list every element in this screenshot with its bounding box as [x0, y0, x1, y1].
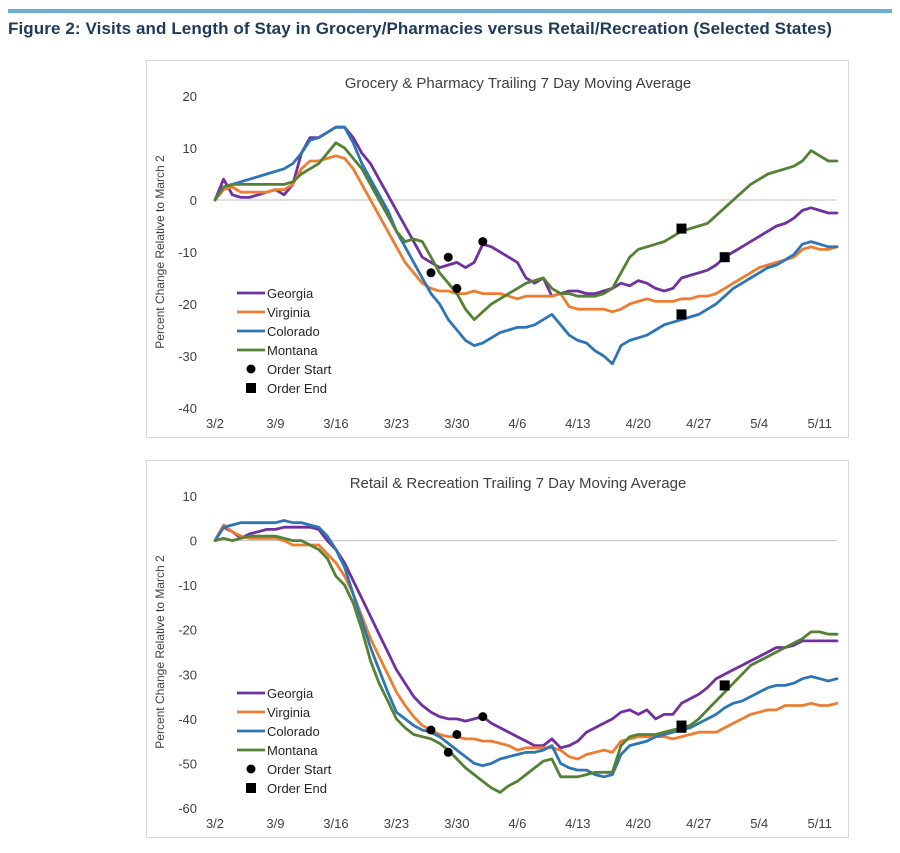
retail-legend-montana-label: Montana — [267, 743, 318, 758]
grocery-order-start-georgia-marker — [478, 237, 488, 247]
grocery-xtick-label: 4/13 — [565, 416, 590, 431]
retail-ytick-label: -40 — [178, 712, 197, 727]
grocery-series-georgia-line — [213, 125, 839, 298]
retail-xtick-label: 4/6 — [508, 816, 526, 831]
retail-series-colorado-line — [213, 519, 839, 779]
grocery-series-virginia-line — [213, 154, 839, 314]
grocery-legend-colorado-label: Colorado — [267, 324, 320, 339]
retail-xtick-label: 3/2 — [206, 816, 224, 831]
retail-xtick-label: 5/4 — [750, 816, 768, 831]
retail-legend-colorado-label: Colorado — [267, 724, 320, 739]
retail-recreation-chart-svg: Retail & Recreation Trailing 7 Day Movin… — [153, 475, 839, 831]
retail-order-start-georgia-marker — [478, 712, 488, 722]
retail-order-start-montana-marker — [452, 729, 462, 739]
retail-legend-order-end-swatch — [246, 783, 256, 793]
grocery-ytick-label: -30 — [178, 349, 197, 364]
grocery-pharmacy-chart: Grocery & Pharmacy Trailing 7 Day Moving… — [146, 60, 849, 438]
retail-xtick-label: 3/9 — [266, 816, 284, 831]
retail-recreation-chart: Retail & Recreation Trailing 7 Day Movin… — [146, 460, 849, 838]
grocery-legend-virginia-label: Virginia — [267, 305, 311, 320]
retail-order-end-georgia-marker — [719, 680, 730, 691]
grocery-pharmacy-chart-svg: Grocery & Pharmacy Trailing 7 Day Moving… — [153, 75, 839, 431]
retail-ytick-label: 10 — [183, 489, 197, 504]
grocery-series-colorado-line — [213, 125, 839, 366]
figure-accent-bar — [8, 9, 892, 13]
retail-legend-order-end-label: Order End — [267, 781, 327, 796]
grocery-title: Grocery & Pharmacy Trailing 7 Day Moving… — [345, 75, 692, 92]
retail-ytick-label: -20 — [178, 623, 197, 638]
grocery-legend-order-start-swatch — [246, 364, 256, 374]
grocery-ytick-label: 10 — [183, 141, 197, 156]
retail-ytick-label: -50 — [178, 756, 197, 771]
grocery-order-end-georgia-marker — [719, 252, 730, 263]
retail-series-georgia-line — [213, 525, 839, 750]
retail-ytick-label: -10 — [178, 578, 197, 593]
grocery-legend-order-start-label: Order Start — [267, 362, 332, 377]
grocery-ytick-label: 0 — [190, 193, 197, 208]
retail-legend-virginia-label: Virginia — [267, 705, 311, 720]
grocery-ytick-label: 20 — [183, 89, 197, 104]
figure-title: Figure 2: Visits and Length of Stay in G… — [8, 19, 833, 38]
grocery-xtick-label: 4/6 — [508, 416, 526, 431]
retail-title: Retail & Recreation Trailing 7 Day Movin… — [350, 475, 687, 492]
grocery-xtick-label: 3/2 — [206, 416, 224, 431]
grocery-order-start-virginia-marker — [426, 268, 436, 278]
grocery-legend-order-end-label: Order End — [267, 381, 327, 396]
grocery-legend-montana-label: Montana — [267, 343, 318, 358]
grocery-xtick-label: 4/20 — [626, 416, 651, 431]
retail-xtick-label: 3/30 — [444, 816, 469, 831]
grocery-order-start-montana-marker — [452, 283, 462, 293]
retail-ytick-label: -60 — [178, 801, 197, 816]
retail-order-start-colorado-marker — [443, 747, 453, 757]
grocery-order-start-colorado-marker — [443, 252, 453, 262]
retail-ylabel: Percent Change Relative to March 2 — [153, 555, 167, 749]
retail-xtick-label: 4/20 — [626, 816, 651, 831]
retail-xtick-label: 3/16 — [323, 816, 348, 831]
grocery-ytick-label: -20 — [178, 297, 197, 312]
grocery-order-end-montana-marker — [676, 223, 687, 234]
retail-series-virginia-line — [213, 523, 839, 761]
grocery-xtick-label: 3/9 — [266, 416, 284, 431]
retail-xtick-label: 3/23 — [384, 816, 409, 831]
grocery-ytick-label: -10 — [178, 245, 197, 260]
grocery-xtick-label: 3/16 — [323, 416, 348, 431]
grocery-xtick-label: 4/27 — [686, 416, 711, 431]
grocery-xtick-label: 3/23 — [384, 416, 409, 431]
retail-order-end-montana-marker — [676, 720, 687, 731]
grocery-xtick-label: 5/11 — [808, 416, 832, 431]
retail-legend-order-start-swatch — [246, 764, 256, 774]
grocery-series-montana-line — [213, 141, 839, 322]
retail-legend-georgia-label: Georgia — [267, 686, 314, 701]
retail-legend-order-start-label: Order Start — [267, 762, 332, 777]
retail-xtick-label: 4/27 — [686, 816, 711, 831]
grocery-xtick-label: 5/4 — [750, 416, 768, 431]
retail-order-start-virginia-marker — [426, 725, 436, 735]
grocery-xtick-label: 3/30 — [444, 416, 469, 431]
retail-xtick-label: 4/13 — [565, 816, 590, 831]
grocery-ytick-label: -40 — [178, 401, 197, 416]
retail-xtick-label: 5/11 — [808, 816, 832, 831]
grocery-order-end-colorado-marker — [676, 309, 687, 320]
retail-series-montana-line — [213, 534, 839, 794]
grocery-legend-georgia-label: Georgia — [267, 286, 314, 301]
grocery-legend-order-end-swatch — [246, 383, 256, 393]
retail-ytick-label: -30 — [178, 667, 197, 682]
retail-ytick-label: 0 — [190, 534, 197, 549]
grocery-ylabel: Percent Change Relative to March 2 — [153, 155, 167, 349]
